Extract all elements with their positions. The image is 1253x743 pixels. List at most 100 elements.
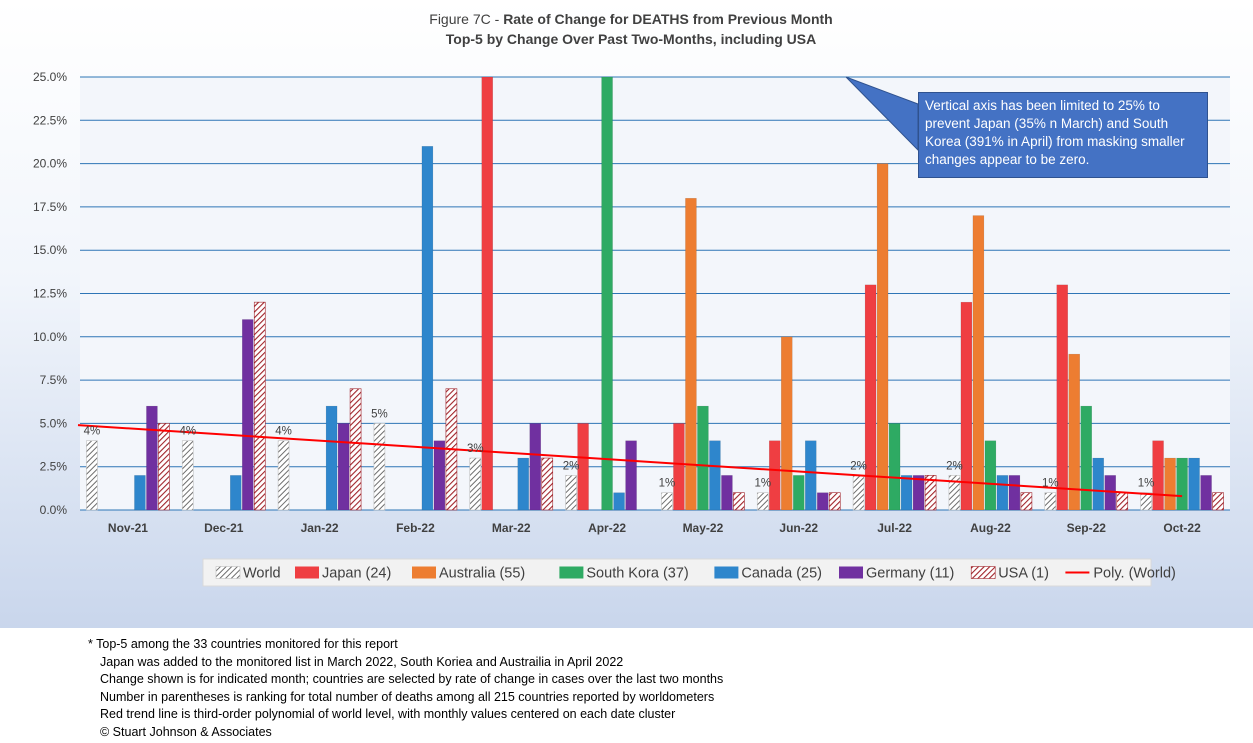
bar <box>769 440 781 511</box>
x-tick-label: Mar-22 <box>492 521 531 535</box>
legend-swatch <box>714 566 739 579</box>
y-tick-label: 2.5% <box>40 460 68 474</box>
bar <box>864 284 877 511</box>
bar <box>517 457 529 511</box>
legend-label: Japan (24) <box>322 566 391 582</box>
bar <box>1080 405 1092 511</box>
legend-label: Germany (11) <box>866 566 954 582</box>
legend-swatch <box>559 566 584 579</box>
y-tick-label: 0.0% <box>40 503 68 517</box>
legend-swatch <box>839 566 863 579</box>
bar <box>134 475 146 511</box>
bar <box>661 492 673 511</box>
footnotes: * Top-5 among the 33 countries monitored… <box>88 636 1238 742</box>
bar <box>613 492 625 511</box>
bar <box>960 301 973 511</box>
bar <box>146 405 158 511</box>
bar <box>158 423 170 511</box>
bar <box>230 475 242 511</box>
y-tick-label: 12.5% <box>33 287 67 301</box>
chart-svg: Figure 7C - Rate of Change for DEATHS fr… <box>33 11 1230 587</box>
bar <box>912 475 925 511</box>
legend-label: South Kora (37) <box>586 566 688 582</box>
chart-title-main: Rate of Change for DEATHS from Previous … <box>503 11 833 27</box>
bar <box>1140 492 1152 511</box>
bar <box>733 492 745 511</box>
bar <box>685 197 697 511</box>
data-label: 1% <box>1042 478 1059 490</box>
bar <box>1212 492 1224 511</box>
bar <box>1188 457 1200 511</box>
x-tick-label: Dec-21 <box>204 521 244 535</box>
note-line: Number in parentheses is ranking for tot… <box>100 689 715 704</box>
bar <box>1020 492 1033 511</box>
x-tick-label: May-22 <box>683 521 724 535</box>
bar <box>972 215 985 511</box>
chart-area: Figure 7C - Rate of Change for DEATHS fr… <box>0 0 1253 628</box>
data-labels: 4% 4% 4% 5% 3% 2% 1% 1% 2% 2% 1% 1% <box>84 408 1155 489</box>
bar <box>1152 440 1164 511</box>
bar <box>1116 492 1129 511</box>
legend-label: Australia (55) <box>439 566 525 582</box>
bar <box>529 423 541 511</box>
x-tick-label: Feb-22 <box>396 521 435 535</box>
data-label: 2% <box>563 460 580 472</box>
bar <box>433 440 446 511</box>
y-tick-label: 25.0% <box>33 70 67 84</box>
data-label: 4% <box>84 426 101 438</box>
trendline-group <box>77 424 1183 498</box>
bar <box>625 440 637 511</box>
bar <box>337 423 350 511</box>
chart-title: Figure 7C - Rate of Change for DEATHS fr… <box>429 11 832 27</box>
legend-swatch <box>215 566 241 579</box>
legend-swatch <box>295 566 319 579</box>
bar <box>817 492 829 511</box>
bar <box>1044 492 1057 511</box>
y-tick-label: 15.0% <box>33 243 67 257</box>
y-axis-ticks: 0.0% 2.5% 5.0% 7.5% 10.0% 12.5% 15.0% 17.5% 20.0… <box>33 70 67 517</box>
note-line: Japan was added to the monitored list in… <box>100 654 624 669</box>
legend-swatch <box>412 566 436 579</box>
data-label: 2% <box>850 460 867 472</box>
bar <box>1008 475 1021 511</box>
bar <box>984 440 997 511</box>
bar <box>1164 457 1176 511</box>
bar <box>793 475 805 511</box>
bar <box>481 76 493 511</box>
data-label: 1% <box>659 478 676 490</box>
bar <box>709 440 721 511</box>
bar <box>601 76 613 511</box>
note-line: Change shown is for indicated month; cou… <box>100 672 724 687</box>
legend-label: World <box>243 566 281 582</box>
data-label: 4% <box>179 426 196 438</box>
data-label: 5% <box>371 408 388 420</box>
bar <box>924 475 937 511</box>
data-label: 4% <box>275 426 292 438</box>
x-axis-ticks: Nov-21 Dec-21 Jan-22 Feb-22 Mar-22 Apr-22 May-… <box>108 521 1201 535</box>
x-tick-label: Oct-22 <box>1163 521 1201 535</box>
bar <box>673 423 685 511</box>
data-label: 2% <box>946 460 963 472</box>
bar <box>277 440 290 511</box>
bar <box>1200 475 1212 511</box>
legend: World Japan (24) Australia (55) South Kora … <box>215 566 1176 582</box>
legend-label: USA (1) <box>998 566 1049 582</box>
data-label: 1% <box>1138 478 1155 490</box>
bar <box>86 440 98 511</box>
legend-swatch <box>970 566 996 579</box>
x-tick-label: Sep-22 <box>1067 521 1107 535</box>
legend-label: Poly. (World) <box>1093 566 1175 582</box>
y-tick-label: 5.0% <box>40 416 68 430</box>
bar <box>948 475 961 511</box>
note-line: © Stuart Johnson & Associates <box>100 724 272 739</box>
bar <box>421 146 434 511</box>
bar <box>1068 353 1080 511</box>
bar <box>541 457 554 511</box>
bar <box>349 388 362 511</box>
data-label: 3% <box>467 443 484 455</box>
x-tick-label: Nov-21 <box>108 521 148 535</box>
y-tick-label: 10.0% <box>33 330 67 344</box>
bar <box>781 336 793 511</box>
legend-label: Canada (25) <box>741 566 822 582</box>
bar <box>828 492 841 511</box>
